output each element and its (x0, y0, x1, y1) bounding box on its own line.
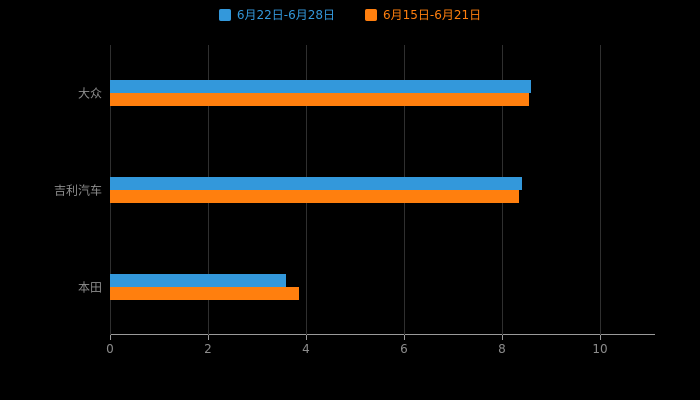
x-axis-tick-label: 0 (106, 342, 114, 356)
y-axis-category-label: 本田 (77, 280, 102, 295)
x-axis-tick-label: 2 (204, 342, 212, 356)
bar-本田-series-0 (110, 273, 287, 287)
x-axis-tick-label: 6 (400, 342, 408, 356)
x-axis-tick (110, 335, 111, 340)
x-axis-line (110, 334, 655, 335)
legend-marker-icon (218, 9, 231, 21)
x-axis-tick-label: 4 (302, 342, 310, 356)
legend-marker-icon (365, 9, 377, 21)
x-axis-tick (502, 335, 503, 340)
x-axis-tick (600, 335, 601, 340)
gridline (600, 45, 601, 335)
x-axis-tick-label: 8 (498, 342, 506, 356)
chart-legend: 6月22日-6月28日 6月15日-6月21日 (0, 8, 700, 22)
bar-大众-series-1 (110, 93, 529, 107)
bar-大众-series-0 (110, 80, 532, 94)
x-axis-tick-label: 10 (592, 342, 608, 356)
y-axis-category-label: 大众 (77, 86, 102, 101)
legend-item-series-0[interactable]: 6月22日-6月28日 (218, 8, 335, 22)
y-axis-category-label: 吉利汽车 (53, 183, 102, 198)
x-axis-tick (404, 335, 405, 340)
bar-吉利汽车-series-0 (110, 177, 522, 190)
bar-本田-series-1 (110, 286, 299, 300)
x-axis-tick (306, 335, 307, 340)
legend-item-series-1[interactable]: 6月15日-6月21日 (365, 8, 481, 22)
bar-吉利汽车-series-1 (110, 190, 520, 203)
legend-item-label: 6月22日-6月28日 (236, 8, 335, 22)
legend-item-label: 6月15日-6月21日 (383, 8, 482, 22)
plot-area: 0 2 4 6 8 10 大众吉利汽车本田 (54, 45, 655, 356)
x-axis-tick (208, 335, 209, 340)
